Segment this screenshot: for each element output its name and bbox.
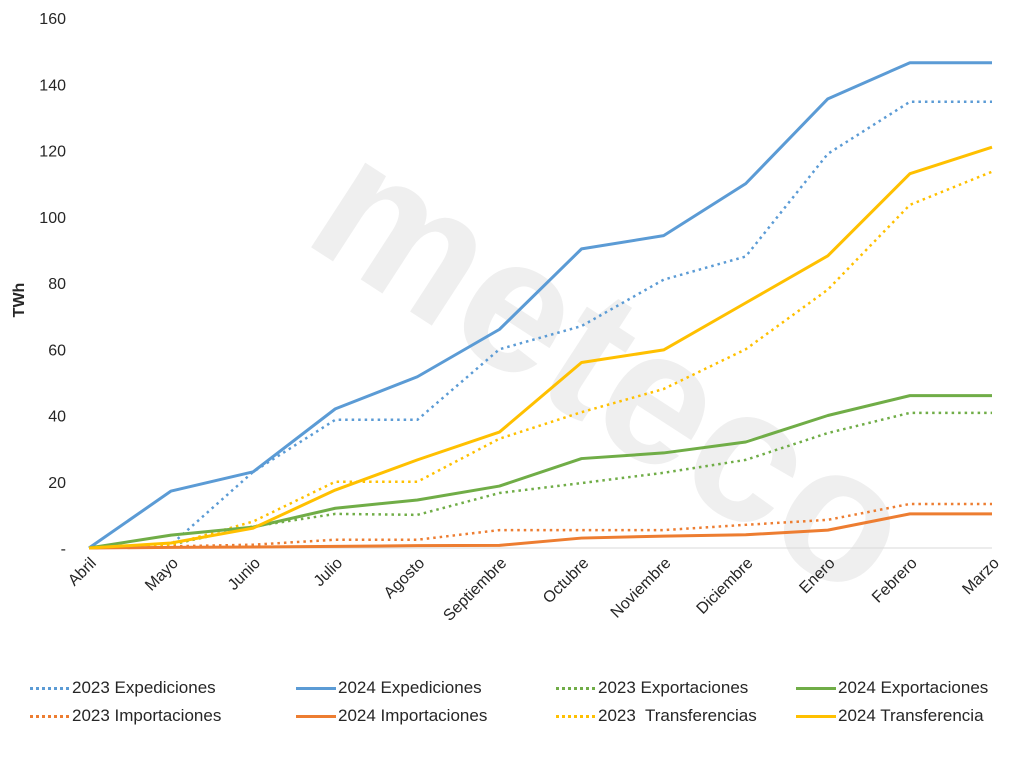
dotted-line-swatch-icon (30, 714, 70, 718)
x-tick-label: Marzo (959, 555, 1003, 599)
legend-label: 2024 Exportaciones (838, 678, 989, 697)
y-tick-label: 120 (39, 144, 66, 161)
y-tick-label: 140 (39, 77, 66, 94)
legend-item: 2023 Expediciones (30, 678, 216, 698)
legend-item: 2024 Importaciones (296, 706, 487, 726)
series-line-2023-importaciones (88, 502, 992, 550)
legend-item: 2023 Importaciones (30, 706, 221, 726)
solid-line-swatch-icon (296, 714, 336, 718)
series-group (88, 61, 993, 550)
y-tick-label: 40 (48, 409, 66, 426)
series-line-2023-transferencias (88, 170, 993, 550)
dotted-line-swatch-icon (556, 714, 596, 718)
series-line-2023-expediciones (88, 100, 992, 550)
legend-item: 2024 Exportaciones (796, 678, 988, 698)
y-tick-label: - (61, 541, 66, 558)
x-tick-label: Septiembre (440, 555, 510, 625)
series-line-2024-expediciones (88, 61, 992, 550)
legend-label: 2024 Expediciones (338, 678, 482, 697)
legend-item: 2023 Transferencias (556, 706, 757, 726)
y-axis-title: TWh (11, 283, 28, 318)
legend-item: 2024 Transferencia (796, 706, 984, 726)
series-line-2024-transferencia (88, 145, 993, 550)
x-tick-label: Julio (311, 555, 346, 590)
y-tick-label: 20 (48, 475, 66, 492)
solid-line-swatch-icon (796, 714, 836, 718)
legend-label: 2023 Expediciones (72, 678, 216, 697)
legend-label: 2024 Transferencia (838, 706, 984, 725)
x-tick-label: Noviembre (608, 555, 675, 622)
legend-item: 2024 Expediciones (296, 678, 482, 698)
x-tick-label: Abril (65, 555, 100, 590)
dotted-line-swatch-icon (30, 686, 70, 690)
x-tick-label: Mayo (142, 555, 182, 595)
legend-item: 2023 Exportaciones (556, 678, 748, 698)
solid-line-swatch-icon (296, 686, 336, 690)
series-line-2024-exportaciones (88, 394, 992, 550)
legend-label: 2023 Transferencias (598, 706, 757, 725)
y-tick-label: 80 (48, 276, 66, 293)
series-line-2024-importaciones (88, 512, 992, 550)
legend-label: 2024 Importaciones (338, 706, 488, 725)
y-axis: - 20 40 60 80 100 120 140 160 (39, 11, 66, 558)
y-tick-label: 60 (48, 342, 66, 359)
watermark: meteco (278, 97, 951, 637)
y-tick-label: 160 (39, 11, 66, 28)
dotted-line-swatch-icon (556, 686, 596, 690)
legend-label: 2023 Importaciones (72, 706, 222, 725)
x-tick-label: Octubre (540, 555, 592, 607)
legend-label: 2023 Exportaciones (598, 678, 749, 697)
x-tick-label: Junio (225, 555, 264, 594)
x-tick-label: Agosto (381, 555, 428, 602)
solid-line-swatch-icon (796, 686, 836, 690)
y-tick-label: 100 (39, 210, 66, 227)
line-chart: meteco - 20 40 60 80 100 120 140 160 TWh Abril Ma… (11, 11, 1003, 637)
